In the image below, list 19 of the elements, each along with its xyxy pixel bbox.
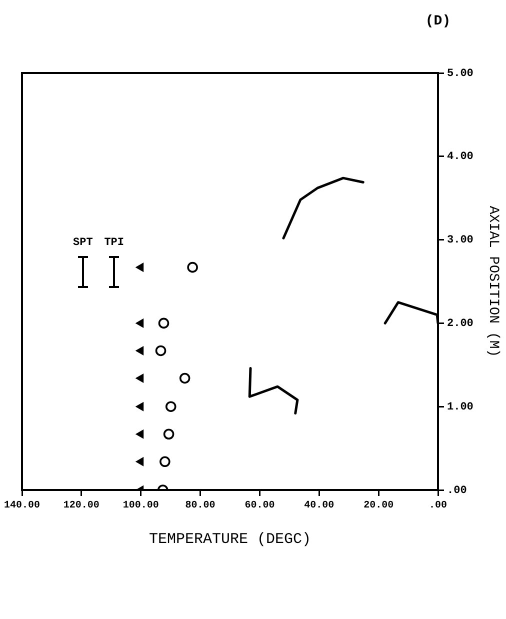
x-tick-label: 140.00: [4, 500, 40, 512]
annotation: TPI: [104, 237, 124, 250]
x-tick-label: 40.00: [304, 500, 334, 512]
x-tick-label: .00: [428, 500, 448, 512]
x-tick-label: 20.00: [364, 500, 394, 512]
x-tick-label: 80.00: [185, 500, 216, 512]
y-tick-label: 1.00: [447, 401, 474, 414]
x-tick-label: 60.00: [244, 500, 275, 512]
y-axis-title: AXIAL POSITION (M): [484, 206, 501, 358]
annotation: SPT: [73, 237, 94, 250]
y-tick-label: 5.00: [447, 68, 474, 80]
y-tick-label: .00: [447, 484, 467, 497]
y-tick-label: 2.00: [447, 318, 474, 330]
x-tick-label: 120.00: [63, 500, 100, 512]
text: (D): [425, 14, 451, 30]
y-tick-label: 4.00: [447, 151, 474, 164]
x-axis-title: TEMPERATURE (DEGC): [148, 530, 312, 548]
y-tick-label: 3.00: [447, 234, 474, 247]
x-tick-label: 100.00: [122, 500, 159, 512]
